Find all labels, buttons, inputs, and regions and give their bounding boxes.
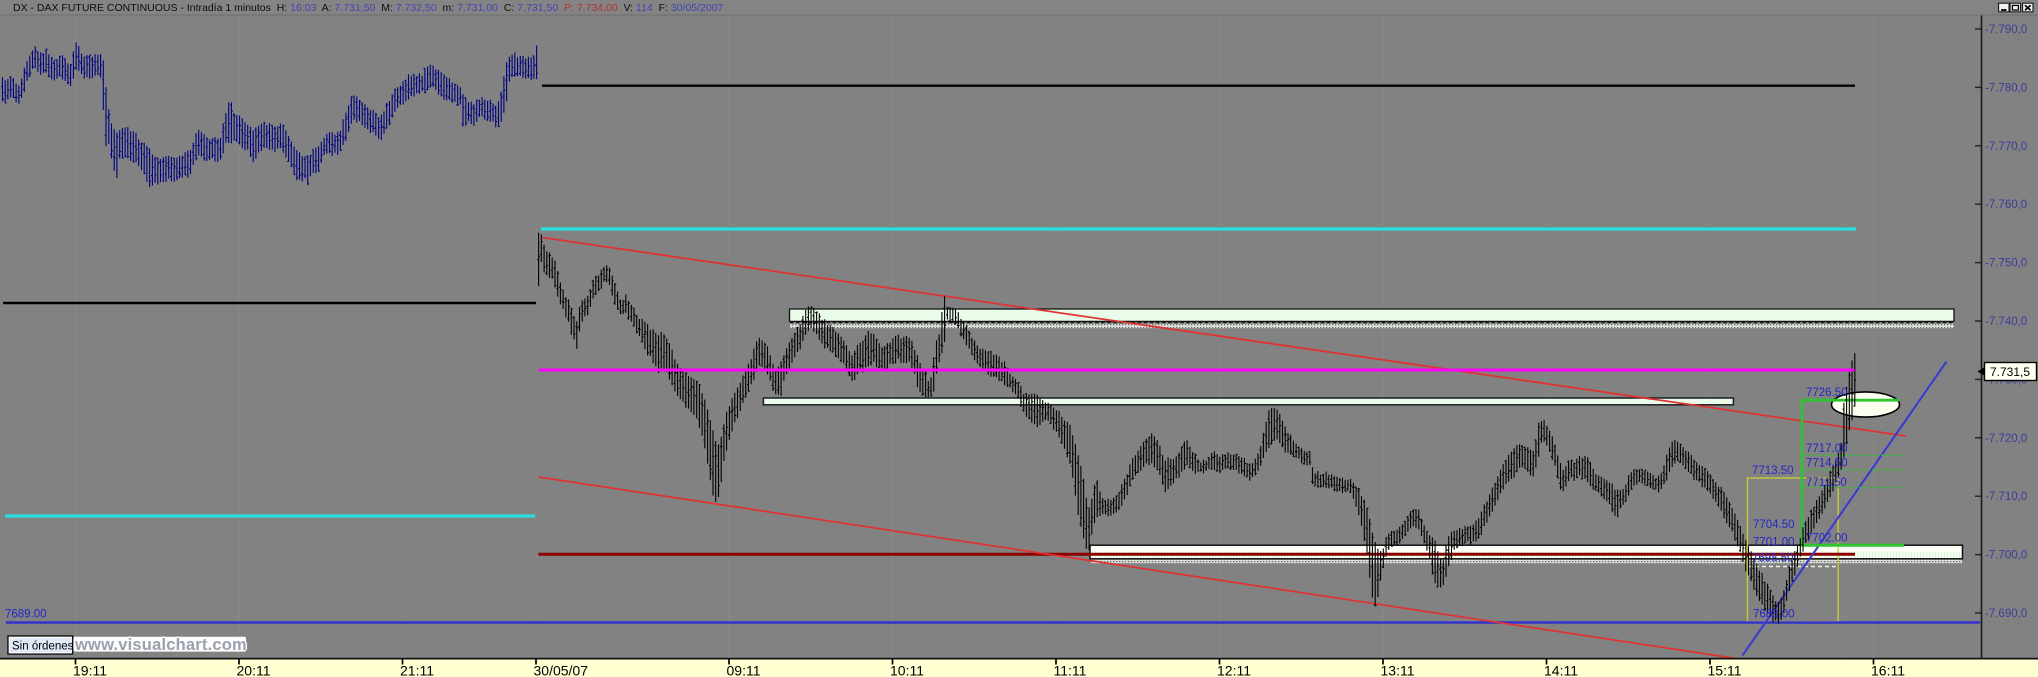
svg-text:-7.690,0: -7.690,0: [1985, 608, 2027, 620]
svg-text:DX - DAX FUTURE CONTINUOUS - I: DX - DAX FUTURE CONTINUOUS - Intradía 1 …: [13, 2, 724, 14]
svg-text:-7.790,0: -7.790,0: [1985, 24, 2027, 36]
svg-text:10:11: 10:11: [890, 663, 924, 677]
svg-text:7726.50: 7726.50: [1806, 387, 1848, 399]
svg-text:14:11: 14:11: [1544, 663, 1578, 677]
svg-text:7689.00: 7689.00: [5, 609, 47, 621]
svg-text:7698.50: 7698.50: [1752, 553, 1794, 565]
svg-text:www.visualchart.com: www.visualchart.com: [75, 636, 248, 654]
svg-text:7704.50: 7704.50: [1753, 519, 1795, 531]
svg-text:-7.780,0: -7.780,0: [1985, 82, 2027, 94]
svg-text:-7.770,0: -7.770,0: [1985, 141, 2027, 153]
svg-text:20:11: 20:11: [237, 663, 271, 677]
svg-text:7688.00: 7688.00: [1753, 609, 1795, 621]
svg-text:7717.00: 7717.00: [1806, 443, 1848, 455]
svg-text:7713.50: 7713.50: [1752, 465, 1794, 477]
svg-text:15:11: 15:11: [1708, 663, 1742, 677]
svg-text:www.visualchart.com: www.visualchart.com: [74, 635, 247, 653]
svg-text:7714.50: 7714.50: [1806, 458, 1848, 470]
svg-text:-7.710,0: -7.710,0: [1985, 491, 2027, 503]
svg-text:7702.00: 7702.00: [1806, 533, 1848, 545]
svg-text:12:11: 12:11: [1217, 663, 1251, 677]
svg-text:www.visualchart.com: www.visualchart.com: [73, 636, 246, 654]
svg-text:13:11: 13:11: [1381, 663, 1415, 677]
svg-text:-7.740,0: -7.740,0: [1985, 316, 2027, 328]
svg-text:-7.760,0: -7.760,0: [1985, 199, 2027, 211]
svg-text:-7.700,0: -7.700,0: [1985, 550, 2027, 562]
svg-text:30/05/07: 30/05/07: [534, 663, 589, 677]
svg-text:09:11: 09:11: [727, 663, 761, 677]
svg-text:-7.720,0: -7.720,0: [1985, 433, 2027, 445]
svg-text:7.731,5: 7.731,5: [1990, 365, 2030, 379]
svg-text:www.visualchart.com: www.visualchart.com: [74, 636, 247, 654]
svg-text:7701.00: 7701.00: [1753, 537, 1795, 549]
svg-text:www.visualchart.com: www.visualchart.com: [74, 637, 247, 655]
svg-text:-7.750,0: -7.750,0: [1985, 258, 2027, 270]
svg-text:7711.50: 7711.50: [1806, 477, 1847, 489]
svg-text:16:11: 16:11: [1871, 663, 1905, 677]
svg-text:11:11: 11:11: [1054, 663, 1087, 677]
svg-text:21:11: 21:11: [400, 663, 434, 677]
svg-text:Sin órdenes: Sin órdenes: [12, 641, 74, 653]
svg-text:19:11: 19:11: [73, 663, 107, 677]
